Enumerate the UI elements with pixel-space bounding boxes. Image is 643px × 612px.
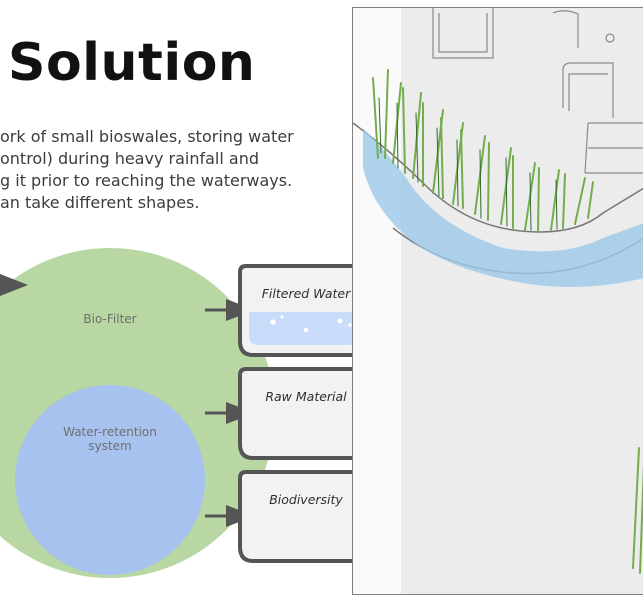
description-line-1: ork of small bioswales, storing water (0, 127, 294, 146)
water-retention-label: Water-retention system (50, 425, 170, 453)
biodiversity-box (238, 470, 370, 563)
input-arrow (0, 274, 28, 296)
bio-filter-label: Bio-Filter (83, 312, 137, 326)
description-line-2: ontrol) during heavy rainfall and (0, 149, 259, 168)
bioswale-sketch-frame (352, 7, 643, 595)
description-line-4: an take different shapes. (0, 193, 200, 212)
water-retention-label-line-2: system (88, 439, 132, 453)
raw-material-box (238, 367, 370, 460)
water-retention-label-line-1: Water-retention (63, 425, 157, 439)
biodiversity-label: Biodiversity (269, 492, 343, 507)
slide-title: Solution (8, 33, 256, 93)
filtered-water-box (238, 264, 370, 357)
raw-material-label: Raw Material (265, 389, 347, 404)
sketch-grass (372, 69, 594, 233)
filtered-water-label: Filtered Water (261, 286, 351, 301)
water-retention-circle (15, 385, 205, 575)
sketch-water (363, 128, 643, 287)
bioswale-sketch (353, 8, 643, 594)
slide-description: ork of small bioswales, storing water on… (0, 126, 345, 214)
description-line-3: g it prior to reaching the waterways. (0, 171, 293, 190)
